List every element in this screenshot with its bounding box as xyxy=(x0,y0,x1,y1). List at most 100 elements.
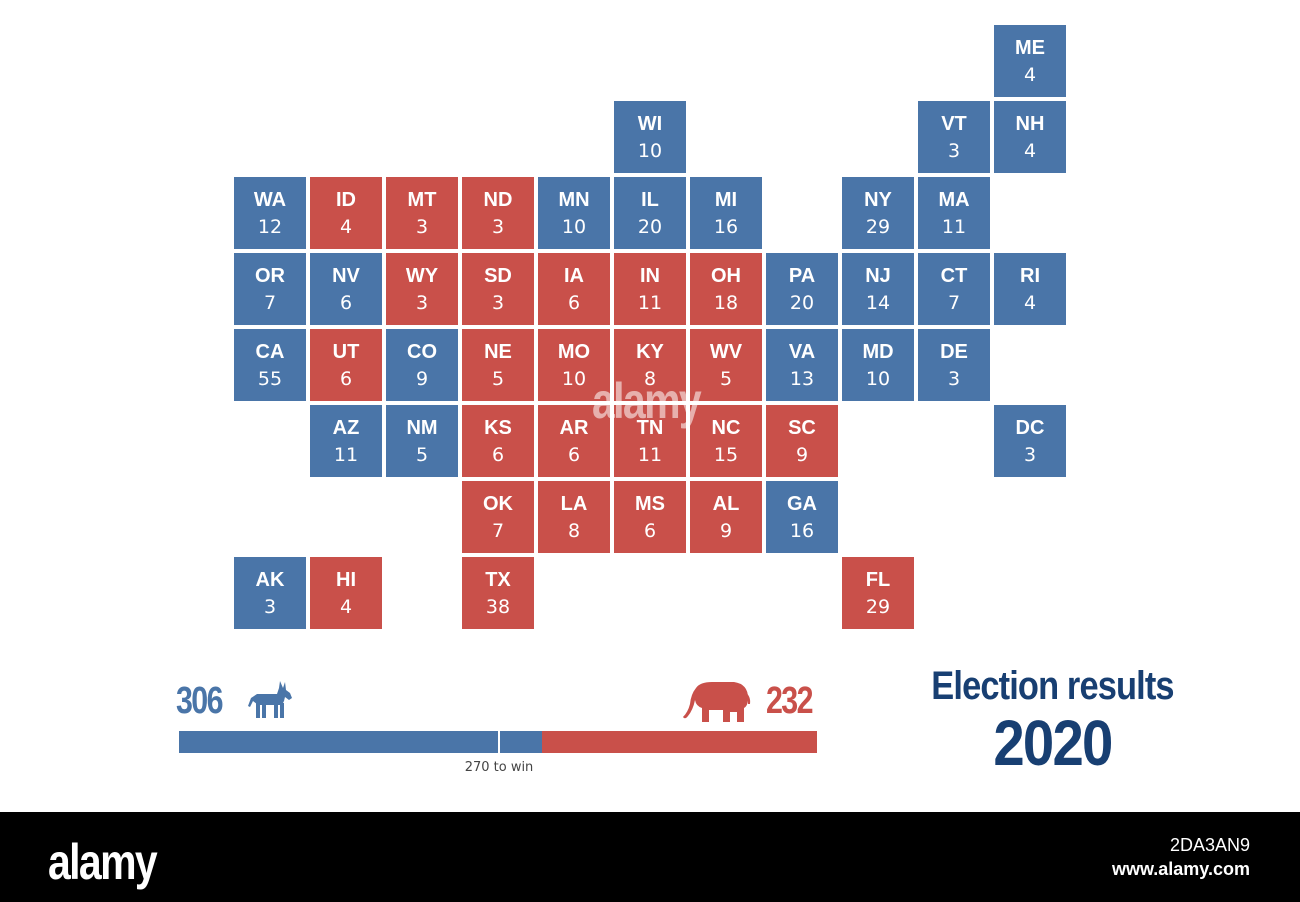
state-abbr: GA xyxy=(787,493,817,515)
title-line-2: 2020 xyxy=(993,707,1113,779)
state-abbr: VA xyxy=(788,341,816,363)
state-tile-or: OR 7 xyxy=(234,253,306,325)
state-electoral-votes: 3 xyxy=(1023,444,1037,466)
watermark-logo: alamy xyxy=(48,834,158,890)
state-tile-nc: NC 15 xyxy=(690,405,762,477)
state-abbr: TX xyxy=(485,569,511,591)
state-electoral-votes: 6 xyxy=(643,520,657,542)
state-abbr: NH xyxy=(1015,113,1045,135)
state-tile-sd: SD 3 xyxy=(462,253,534,325)
state-electoral-votes: 3 xyxy=(263,596,277,618)
state-electoral-votes: 3 xyxy=(415,216,429,238)
state-abbr: DC xyxy=(1015,417,1045,439)
state-electoral-votes: 5 xyxy=(415,444,429,466)
state-electoral-votes: 10 xyxy=(561,368,587,390)
state-abbr: MA xyxy=(938,189,970,211)
state-abbr: ME xyxy=(1015,37,1045,59)
state-electoral-votes: 9 xyxy=(795,444,809,466)
state-tile-ar: AR 6 xyxy=(538,405,610,477)
state-electoral-votes: 6 xyxy=(567,292,581,314)
state-abbr: IN xyxy=(640,265,660,287)
state-tile-az: AZ 11 xyxy=(310,405,382,477)
state-abbr: TN xyxy=(636,417,664,439)
state-electoral-votes: 3 xyxy=(491,216,505,238)
electoral-tile-map: ME 4 WI 10 VT 3 NH 4 WA 12 ID 4 MT 3 ND 3 MN 10 IL 20 MI 16 NY… xyxy=(234,25,1066,629)
state-abbr: MN xyxy=(558,189,590,211)
state-tile-wi: WI 10 xyxy=(614,101,686,173)
state-abbr: AK xyxy=(255,569,285,591)
state-abbr: AL xyxy=(712,493,740,515)
state-electoral-votes: 29 xyxy=(865,596,891,618)
donkey-icon xyxy=(248,681,292,718)
dem-bar-segment xyxy=(179,731,542,753)
state-electoral-votes: 12 xyxy=(257,216,283,238)
state-electoral-votes: 10 xyxy=(637,140,663,162)
state-abbr: CO xyxy=(407,341,437,363)
state-abbr: ND xyxy=(483,189,513,211)
state-electoral-votes: 55 xyxy=(257,368,283,390)
state-electoral-votes: 4 xyxy=(339,596,353,618)
state-electoral-votes: 7 xyxy=(263,292,277,314)
state-tile-nj: NJ 14 xyxy=(842,253,914,325)
state-tile-ca: CA 55 xyxy=(234,329,306,401)
state-electoral-votes: 38 xyxy=(485,596,511,618)
state-electoral-votes: 11 xyxy=(637,292,663,314)
state-tile-nm: NM 5 xyxy=(386,405,458,477)
state-tile-la: LA 8 xyxy=(538,481,610,553)
state-electoral-votes: 18 xyxy=(713,292,739,314)
state-tile-me: ME 4 xyxy=(994,25,1066,97)
state-electoral-votes: 29 xyxy=(865,216,891,238)
state-electoral-votes: 15 xyxy=(713,444,739,466)
state-abbr: SC xyxy=(788,417,816,439)
state-electoral-votes: 4 xyxy=(1023,64,1037,86)
state-tile-nh: NH 4 xyxy=(994,101,1066,173)
title-line-1: Election results xyxy=(931,664,1174,708)
state-tile-ks: KS 6 xyxy=(462,405,534,477)
state-electoral-votes: 20 xyxy=(637,216,663,238)
state-tile-tx: TX 38 xyxy=(462,557,534,629)
state-abbr: NE xyxy=(484,341,512,363)
state-abbr: KS xyxy=(484,417,512,439)
state-abbr: NJ xyxy=(865,265,891,287)
state-abbr: LA xyxy=(560,493,588,515)
win-threshold-marker xyxy=(498,731,501,753)
state-abbr: PA xyxy=(788,265,816,287)
state-tile-sc: SC 9 xyxy=(766,405,838,477)
state-tile-mn: MN 10 xyxy=(538,177,610,249)
state-electoral-votes: 7 xyxy=(947,292,961,314)
state-tile-ia: IA 6 xyxy=(538,253,610,325)
state-abbr: UT xyxy=(332,341,360,363)
state-abbr: WY xyxy=(405,265,439,287)
state-abbr: HI xyxy=(336,569,356,591)
state-electoral-votes: 5 xyxy=(719,368,733,390)
state-abbr: WI xyxy=(637,113,663,135)
elephant-icon xyxy=(683,682,751,722)
state-abbr: FL xyxy=(865,569,891,591)
state-abbr: OH xyxy=(711,265,741,287)
state-tile-ne: NE 5 xyxy=(462,329,534,401)
state-abbr: CA xyxy=(255,341,285,363)
state-tile-mt: MT 3 xyxy=(386,177,458,249)
state-abbr: IL xyxy=(641,189,659,211)
state-abbr: WA xyxy=(253,189,287,211)
state-electoral-votes: 5 xyxy=(491,368,505,390)
state-abbr: IA xyxy=(564,265,584,287)
state-electoral-votes: 13 xyxy=(789,368,815,390)
state-abbr: OR xyxy=(255,265,285,287)
state-tile-wy: WY 3 xyxy=(386,253,458,325)
state-tile-nd: ND 3 xyxy=(462,177,534,249)
state-abbr: AZ xyxy=(332,417,360,439)
state-electoral-votes: 4 xyxy=(1023,292,1037,314)
state-tile-ak: AK 3 xyxy=(234,557,306,629)
state-electoral-votes: 3 xyxy=(415,292,429,314)
state-electoral-votes: 16 xyxy=(789,520,815,542)
state-tile-ky: KY 8 xyxy=(614,329,686,401)
state-tile-oh: OH 18 xyxy=(690,253,762,325)
state-electoral-votes: 9 xyxy=(719,520,733,542)
state-abbr: VT xyxy=(941,113,967,135)
state-abbr: OK xyxy=(483,493,513,515)
watermark-url: www.alamy.com xyxy=(1111,859,1250,879)
state-tile-ut: UT 6 xyxy=(310,329,382,401)
state-tile-ga: GA 16 xyxy=(766,481,838,553)
state-tile-fl: FL 29 xyxy=(842,557,914,629)
